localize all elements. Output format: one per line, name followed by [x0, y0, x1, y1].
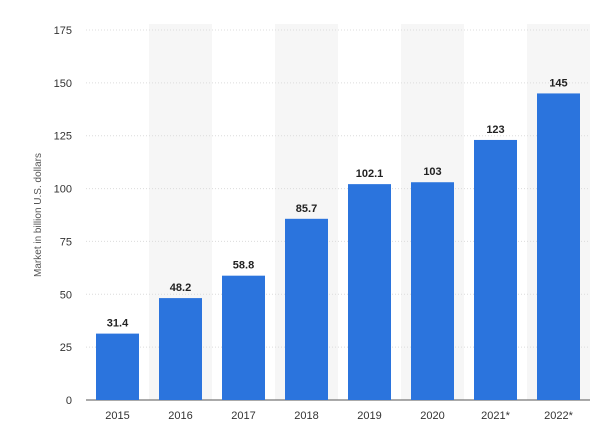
y-tick-label: 150 — [54, 78, 72, 90]
y-tick-label: 100 — [54, 184, 72, 196]
x-tick-label-2018: 2018 — [294, 410, 318, 422]
y-axis: 0 25 50 75 100 125 150 175 — [54, 25, 72, 407]
y-tick-label: 0 — [66, 395, 72, 407]
y-tick-label: 125 — [54, 131, 72, 143]
x-tick-label-2021*: 2021* — [481, 410, 510, 422]
data-label-2018: 85.7 — [296, 203, 317, 215]
x-tick-label-2020: 2020 — [420, 410, 444, 422]
bar-2020 — [411, 182, 454, 400]
y-tick-label: 75 — [60, 236, 72, 248]
x-tick-label-2015: 2015 — [105, 410, 129, 422]
x-tick-label-2019: 2019 — [357, 410, 381, 422]
y-tick-label: 50 — [60, 289, 72, 301]
data-label-2017: 58.8 — [233, 260, 254, 272]
data-label-2022*: 145 — [549, 77, 567, 89]
y-tick-label: 25 — [60, 342, 72, 354]
data-label-2020: 103 — [423, 166, 441, 178]
x-tick-label-2016: 2016 — [168, 410, 192, 422]
bar-2015 — [96, 333, 139, 400]
y-tick-label: 175 — [54, 25, 72, 37]
bar-2022* — [537, 93, 580, 400]
data-labels: 31.4 48.2 58.8 85.7 102.1 103 123 145 — [107, 77, 568, 329]
bar-2021* — [474, 139, 517, 400]
bar-2019 — [348, 184, 391, 400]
x-axis: 2015 2016 2017 2018 2019 2020 2021* 2022* — [105, 410, 573, 422]
bar-2017 — [222, 275, 265, 400]
data-label-2016: 48.2 — [170, 282, 191, 294]
y-axis-title: Market in billion U.S. dollars — [33, 153, 44, 277]
bar-2018 — [285, 218, 328, 400]
data-label-2021*: 123 — [486, 124, 504, 136]
bars — [96, 93, 580, 400]
data-label-2019: 102.1 — [356, 168, 384, 180]
x-tick-label-2017: 2017 — [231, 410, 255, 422]
data-label-2015: 31.4 — [107, 318, 129, 330]
bar-2016 — [159, 298, 202, 400]
x-tick-label-2022*: 2022* — [544, 410, 573, 422]
